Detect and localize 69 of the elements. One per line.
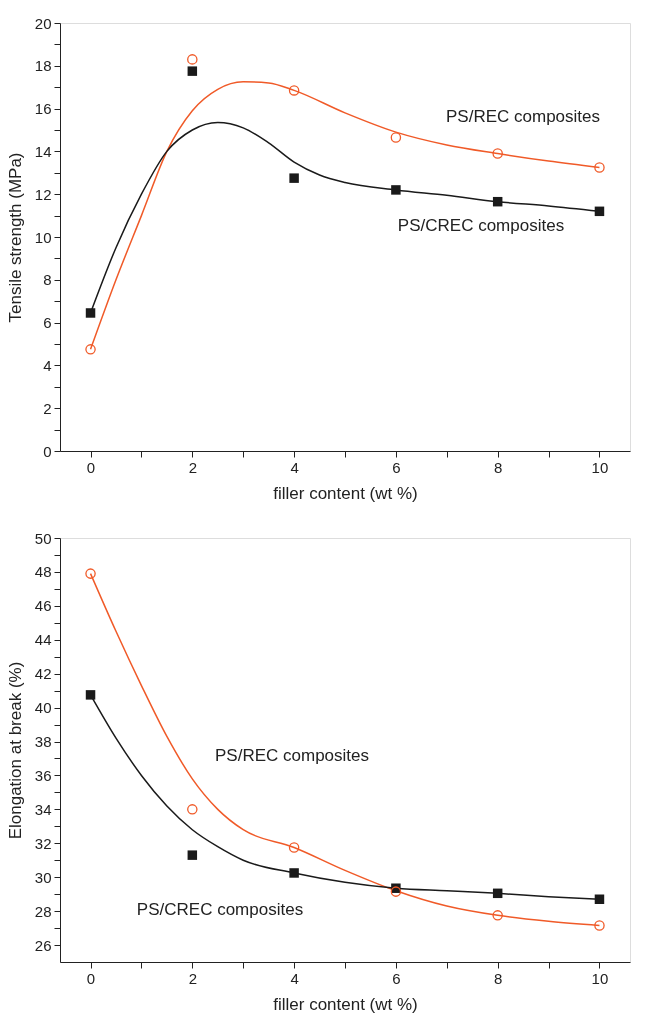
annotation: PS/CREC composites <box>136 900 304 919</box>
line-series <box>89 572 601 927</box>
y-tick-label: 18 <box>34 57 52 75</box>
y-tick-label: 26 <box>34 936 52 954</box>
point <box>85 308 96 318</box>
y-tick-label: 2 <box>43 399 52 417</box>
x-tick-label: 10 <box>591 458 609 476</box>
y-tick-label: 14 <box>34 142 52 160</box>
y-tick-label: 50 <box>34 529 52 547</box>
point <box>390 132 402 143</box>
y-tick-label: 12 <box>34 185 52 203</box>
point <box>85 344 96 355</box>
y-tick-label: 4 <box>43 356 52 374</box>
y-tick-label: 48 <box>34 563 52 581</box>
x-tick-label: 4 <box>290 458 299 476</box>
y-tick-label: 30 <box>34 868 52 886</box>
x-tick-label: 0 <box>86 458 96 476</box>
point <box>85 690 96 700</box>
point <box>594 920 605 931</box>
y-tick-label: 36 <box>34 766 52 784</box>
y-tick-label: 44 <box>34 631 52 649</box>
y-tick-label: 8 <box>43 271 52 289</box>
y-tick-label: 38 <box>34 733 52 751</box>
x-tick-label: 8 <box>494 969 503 987</box>
y-tick-label: 32 <box>34 834 52 852</box>
x-tick-label: 8 <box>494 458 503 476</box>
point <box>492 148 503 159</box>
x-tick-label: 0 <box>86 969 96 987</box>
annotation: PS/CREC composites <box>397 216 565 235</box>
point <box>289 173 299 183</box>
y-tick-label: 6 <box>43 314 52 332</box>
point <box>391 185 401 195</box>
annotation: PS/REC composites <box>446 107 600 126</box>
x-axis-title: filler content (wt %) <box>273 483 418 503</box>
point <box>492 196 503 207</box>
y-tick-label: 34 <box>34 800 52 818</box>
y-tick-label: 0 <box>43 442 52 460</box>
x-tick-label: 4 <box>290 969 299 987</box>
point <box>85 568 96 579</box>
point <box>594 162 605 173</box>
line-series <box>89 81 601 351</box>
point <box>492 910 503 921</box>
point <box>594 206 605 217</box>
y-tick-label: 28 <box>34 902 52 920</box>
point <box>187 804 198 815</box>
x-tick-label: 10 <box>591 969 609 987</box>
y-tick-label: 42 <box>34 665 52 683</box>
point <box>594 894 605 904</box>
x-axis-title: filler content (wt %) <box>273 994 418 1014</box>
x-tick-label: 6 <box>392 969 401 987</box>
y-tick-label: 16 <box>34 100 52 118</box>
x-tick-label: 2 <box>188 969 197 987</box>
point <box>187 54 198 65</box>
point <box>289 868 299 878</box>
y-axis-title: Tensile strength (MPa) <box>5 152 25 323</box>
point <box>288 85 300 96</box>
point <box>492 888 503 899</box>
x-tick-label: 2 <box>188 458 197 476</box>
y-tick-label: 40 <box>34 699 52 717</box>
y-axis-title: Elongation at break (%) <box>5 661 25 840</box>
annotation: PS/REC composites <box>215 746 369 765</box>
point <box>390 886 402 897</box>
point <box>288 842 300 853</box>
point <box>187 66 198 76</box>
y-tick-label: 10 <box>34 228 52 246</box>
y-tick-label: 20 <box>34 14 52 32</box>
y-tick-label: 46 <box>34 597 52 615</box>
x-tick-label: 6 <box>392 458 401 476</box>
point <box>187 850 198 860</box>
